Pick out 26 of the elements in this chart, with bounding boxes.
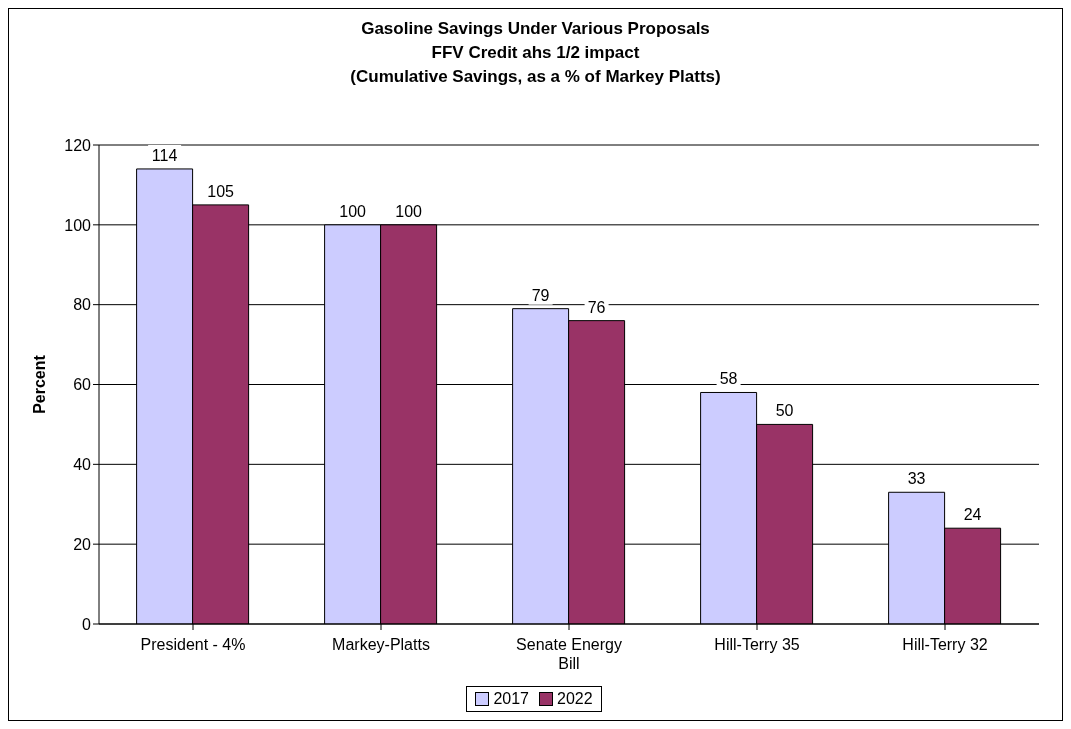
- data-label: 105: [207, 182, 235, 200]
- data-label: 50: [775, 402, 794, 420]
- x-tick-label: Senate Energy Bill: [516, 636, 622, 672]
- data-label: 33: [907, 470, 926, 488]
- y-tick-label: 20: [73, 535, 92, 553]
- x-tick-label: President - 4%: [140, 636, 246, 653]
- data-label: 114: [151, 146, 178, 164]
- chart-title: Gasoline Savings Under Various Proposals FFV Credit ahs 1/2 impact (Cumulative Savings, as a % of Markey Platts): [349, 18, 722, 88]
- y-tick-label: 120: [64, 136, 92, 154]
- y-tick-label: 60: [73, 376, 92, 394]
- x-tick-label: Hill-Terry 35: [714, 636, 800, 653]
- x-tick-label: Markey-Platts: [332, 636, 430, 653]
- y-tick-label: 100: [64, 216, 92, 234]
- data-label: 79: [531, 286, 550, 304]
- data-label: 76: [587, 298, 606, 316]
- x-tick-label: Hill-Terry 32: [902, 636, 988, 653]
- y-tick-label: 0: [82, 615, 92, 633]
- legend-label: 2022: [556, 690, 593, 708]
- y-tick-label: 80: [73, 296, 92, 314]
- data-label: 100: [339, 202, 367, 220]
- data-label: 24: [963, 506, 982, 524]
- y-axis-title: Percent: [30, 354, 48, 414]
- y-tick-label: 40: [73, 456, 92, 474]
- data-label: 58: [719, 370, 738, 388]
- data-label: 100: [395, 202, 423, 220]
- legend-label: 2017: [492, 690, 529, 708]
